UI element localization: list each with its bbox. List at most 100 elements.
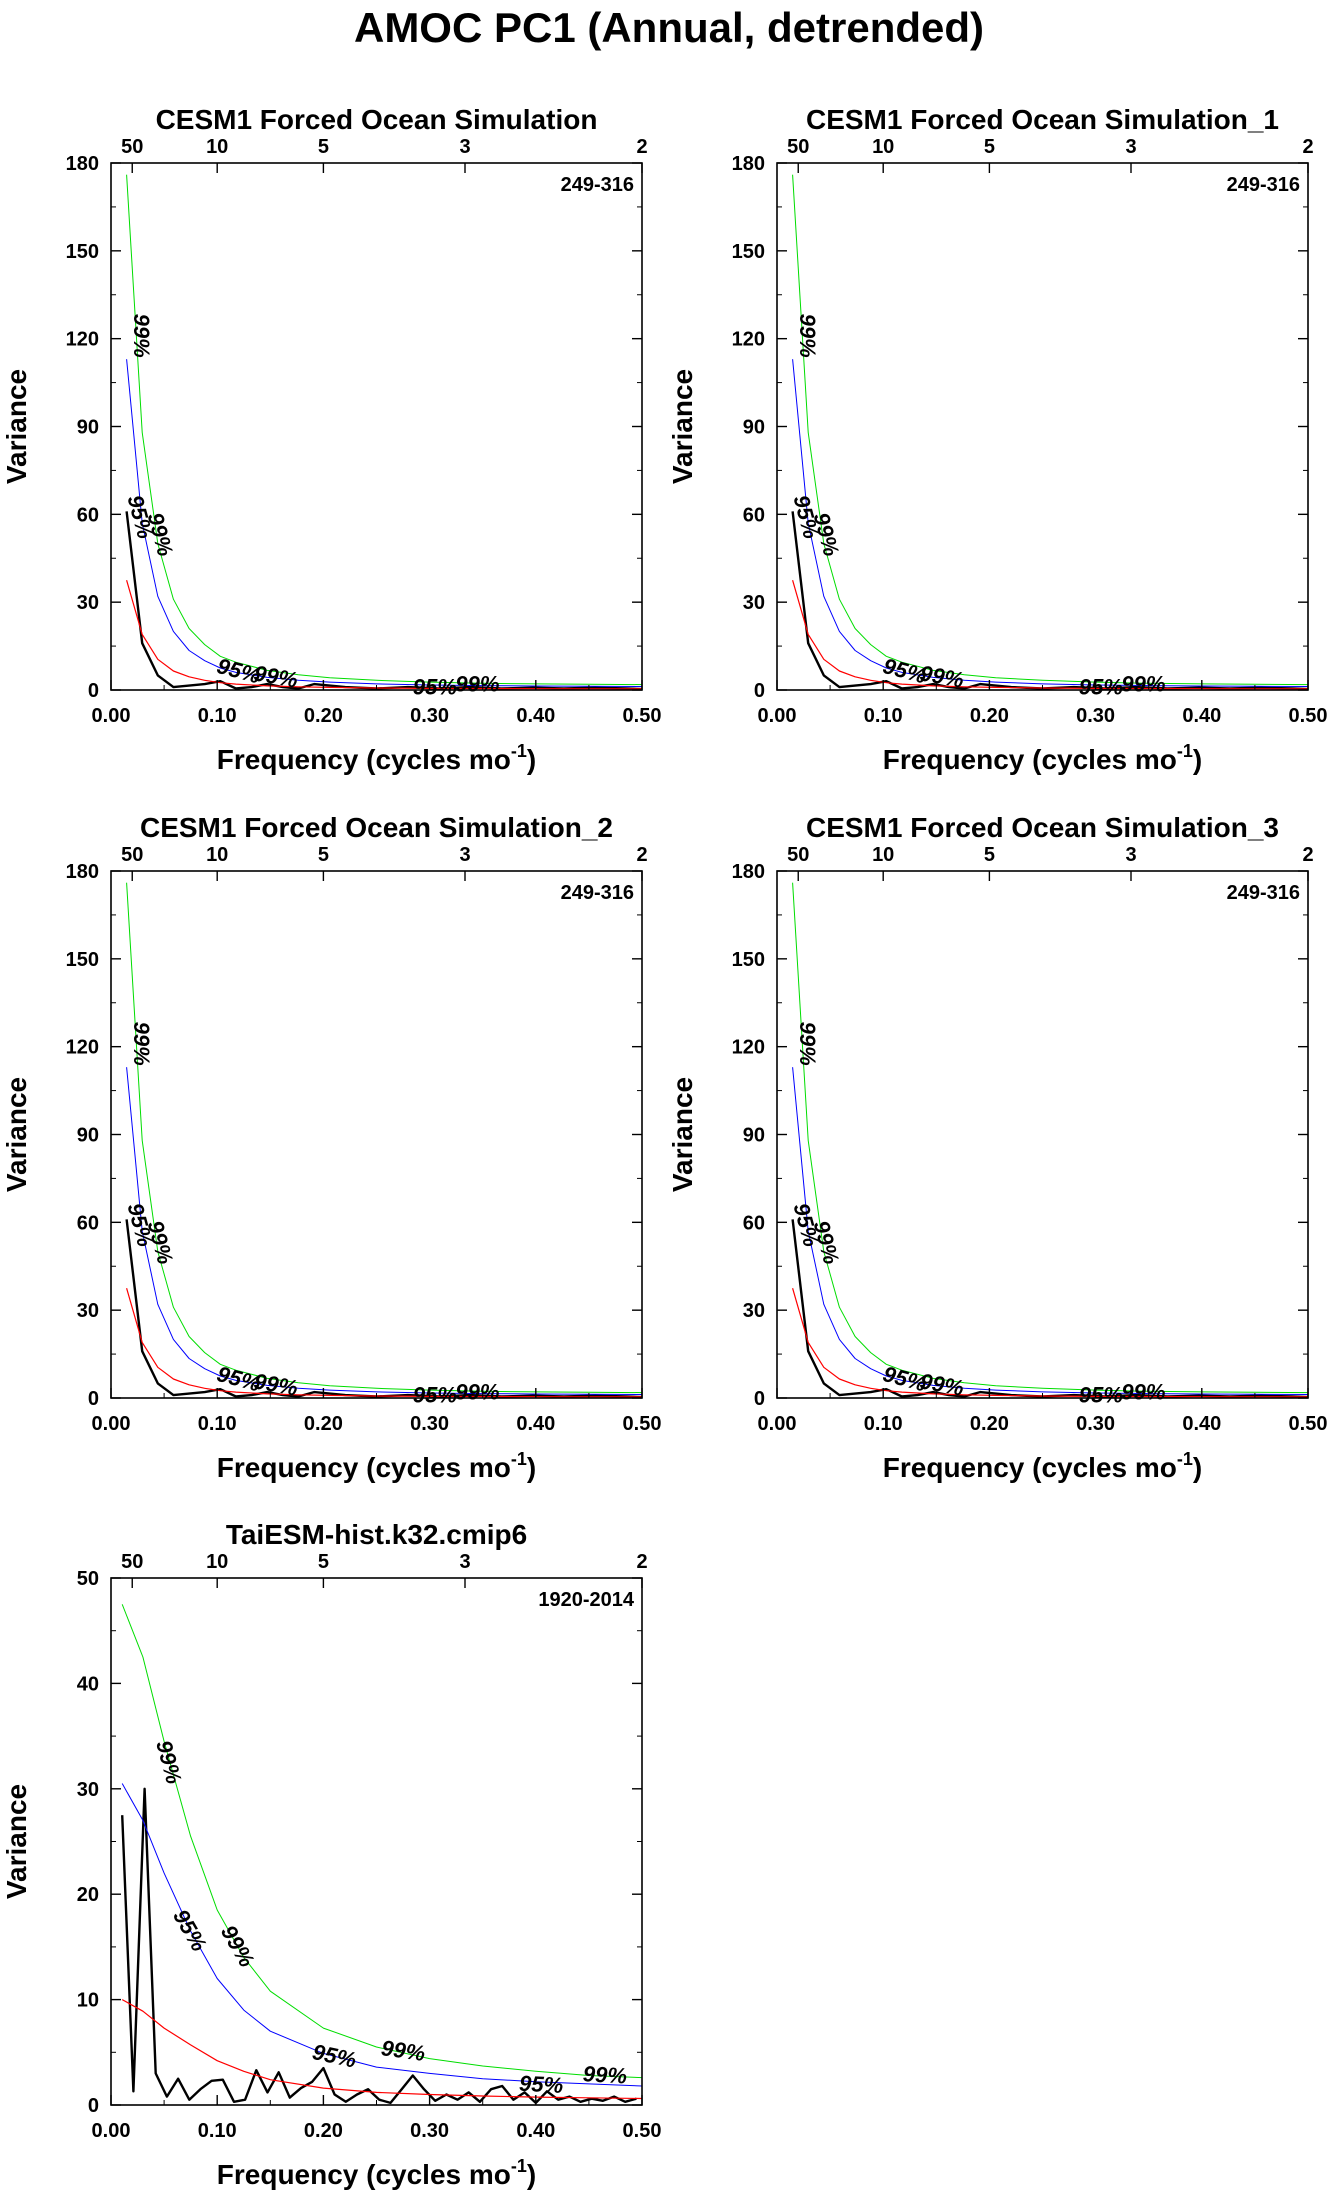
y-tick-label: 180	[66, 153, 99, 175]
x-axis-label-end: )	[1193, 1452, 1202, 1483]
y-tick-label: 90	[743, 1125, 765, 1147]
period-tick-label: 5	[984, 844, 995, 866]
series-spectrum-line	[791, 1219, 1308, 1398]
ci-label-ci99: 99%	[918, 1368, 966, 1400]
series-ci99-line	[126, 174, 642, 686]
period-tick-label: 50	[121, 844, 143, 866]
y-tick-label: 90	[77, 1125, 99, 1147]
ci-label-ci95: 95%	[310, 2039, 358, 2073]
period-tick-label: 5	[318, 136, 329, 158]
plot-frame	[110, 162, 643, 691]
x-tick-label: 0.40	[516, 1413, 555, 1435]
x-axis-label: Frequency (cycles mo-1)	[883, 741, 1202, 775]
ci-label-ci99: 99%	[455, 1379, 499, 1404]
y-tick-label: 0	[88, 680, 99, 702]
ci-label-ci95: 95%	[168, 1905, 212, 1956]
y-tick-label: 180	[66, 861, 99, 883]
x-axis-label-end: )	[527, 744, 536, 775]
period-tick-label: 50	[121, 1551, 143, 1573]
x-axis-label-sup: -1	[511, 2156, 527, 2176]
ci-label-ci95: 95%	[1079, 1382, 1123, 1407]
ci-label-ci95: 95%	[519, 2071, 564, 2098]
ci-label-ci99: 99%	[129, 314, 154, 358]
panel-title: CESM1 Forced Ocean Simulation_2	[140, 812, 613, 843]
plot-frame	[110, 1577, 643, 2106]
x-axis-label: Frequency (cycles mo-1)	[217, 741, 536, 775]
period-tick-label: 50	[121, 136, 143, 158]
series-ci95-line	[121, 1783, 642, 2087]
period-tick-label: 3	[459, 136, 470, 158]
y-tick-label: 0	[754, 680, 765, 702]
ci-label-ci99: 99%	[129, 1022, 154, 1066]
ci-label-ci95: 95%	[413, 674, 457, 699]
period-range-label: 249-316	[561, 174, 634, 196]
y-axis-label: Variance	[1, 369, 32, 484]
x-tick-label: 0.00	[92, 1413, 131, 1435]
x-tick-label: 0.40	[1182, 1413, 1221, 1435]
y-tick-label: 150	[66, 241, 99, 263]
x-axis-label-main: Frequency (cycles mo	[217, 744, 511, 775]
x-axis-label-end: )	[527, 1452, 536, 1483]
x-axis-label-main: Frequency (cycles mo	[217, 1452, 511, 1483]
ci-label-ci99: 99%	[795, 1022, 820, 1066]
y-axis-label: Variance	[667, 369, 698, 484]
y-tick-label: 0	[88, 1388, 99, 1410]
period-range-label: 249-316	[561, 882, 634, 904]
period-tick-label: 10	[206, 844, 228, 866]
panel-title: TaiESM-hist.k32.cmip6	[226, 1519, 527, 1550]
y-tick-label: 30	[743, 592, 765, 614]
period-tick-label: 5	[318, 844, 329, 866]
y-tick-label: 20	[77, 1884, 99, 1906]
ci-label-ci99: 99%	[582, 2061, 627, 2088]
series-red-noise-line	[121, 1999, 642, 2100]
panels: 99%95%99%95%99% 95%99%03060901201501800.0…	[1, 104, 1327, 2190]
y-tick-label: 90	[77, 417, 99, 439]
ci-label-ci99: 99%	[151, 1738, 187, 1787]
spectrum-panel-2: 99%95%99%95%99% 95%99%03060901201501800.0…	[667, 104, 1327, 775]
ci-label-ci95: 95%	[413, 1382, 457, 1407]
x-tick-label: 0.10	[198, 705, 237, 727]
series-red-noise-line	[792, 1288, 1308, 1398]
plot-frame	[776, 162, 1309, 691]
x-tick-label: 0.30	[1076, 705, 1115, 727]
x-tick-label: 0.00	[92, 2120, 131, 2142]
x-tick-label: 0.50	[1289, 1413, 1328, 1435]
x-axis-label-sup: -1	[1177, 741, 1193, 761]
x-tick-label: 0.20	[304, 705, 343, 727]
series-red-noise-line	[126, 580, 642, 690]
ci-label-ci99: 99%	[1121, 1379, 1165, 1404]
y-axis-label: Variance	[667, 1077, 698, 1192]
x-tick-label: 0.40	[1182, 705, 1221, 727]
y-tick-label: 60	[743, 504, 765, 526]
period-tick-label: 2	[636, 1551, 647, 1573]
x-tick-label: 0.10	[198, 1413, 237, 1435]
x-axis-label-sup: -1	[511, 1449, 527, 1469]
period-tick-label: 3	[1125, 136, 1136, 158]
period-tick-label: 2	[636, 136, 647, 158]
ci-label-ci99: 99%	[918, 660, 966, 692]
panel-title: CESM1 Forced Ocean Simulation_3	[806, 812, 1279, 843]
panel-title: CESM1 Forced Ocean Simulation	[156, 104, 598, 135]
x-tick-label: 0.10	[864, 705, 903, 727]
y-tick-label: 40	[77, 1673, 99, 1695]
ci-label-ci99: 99%	[380, 2035, 427, 2066]
y-tick-label: 10	[77, 1990, 99, 2012]
period-range-label: 249-316	[1227, 882, 1300, 904]
period-tick-label: 3	[459, 844, 470, 866]
plot-frame	[776, 870, 1309, 1399]
period-tick-label: 10	[872, 844, 894, 866]
y-tick-label: 30	[743, 1300, 765, 1322]
period-tick-label: 10	[206, 136, 228, 158]
y-tick-label: 120	[66, 329, 99, 351]
x-tick-label: 0.50	[623, 1413, 662, 1435]
period-tick-label: 2	[636, 844, 647, 866]
x-tick-label: 0.00	[92, 705, 131, 727]
x-axis-label-main: Frequency (cycles mo	[883, 744, 1177, 775]
period-tick-label: 10	[206, 1551, 228, 1573]
y-tick-label: 120	[732, 1037, 765, 1059]
x-tick-label: 0.50	[1289, 705, 1328, 727]
x-tick-label: 0.00	[758, 1413, 797, 1435]
y-tick-label: 120	[732, 329, 765, 351]
panel-title: CESM1 Forced Ocean Simulation_1	[806, 104, 1279, 135]
plot-frame	[110, 870, 643, 1399]
